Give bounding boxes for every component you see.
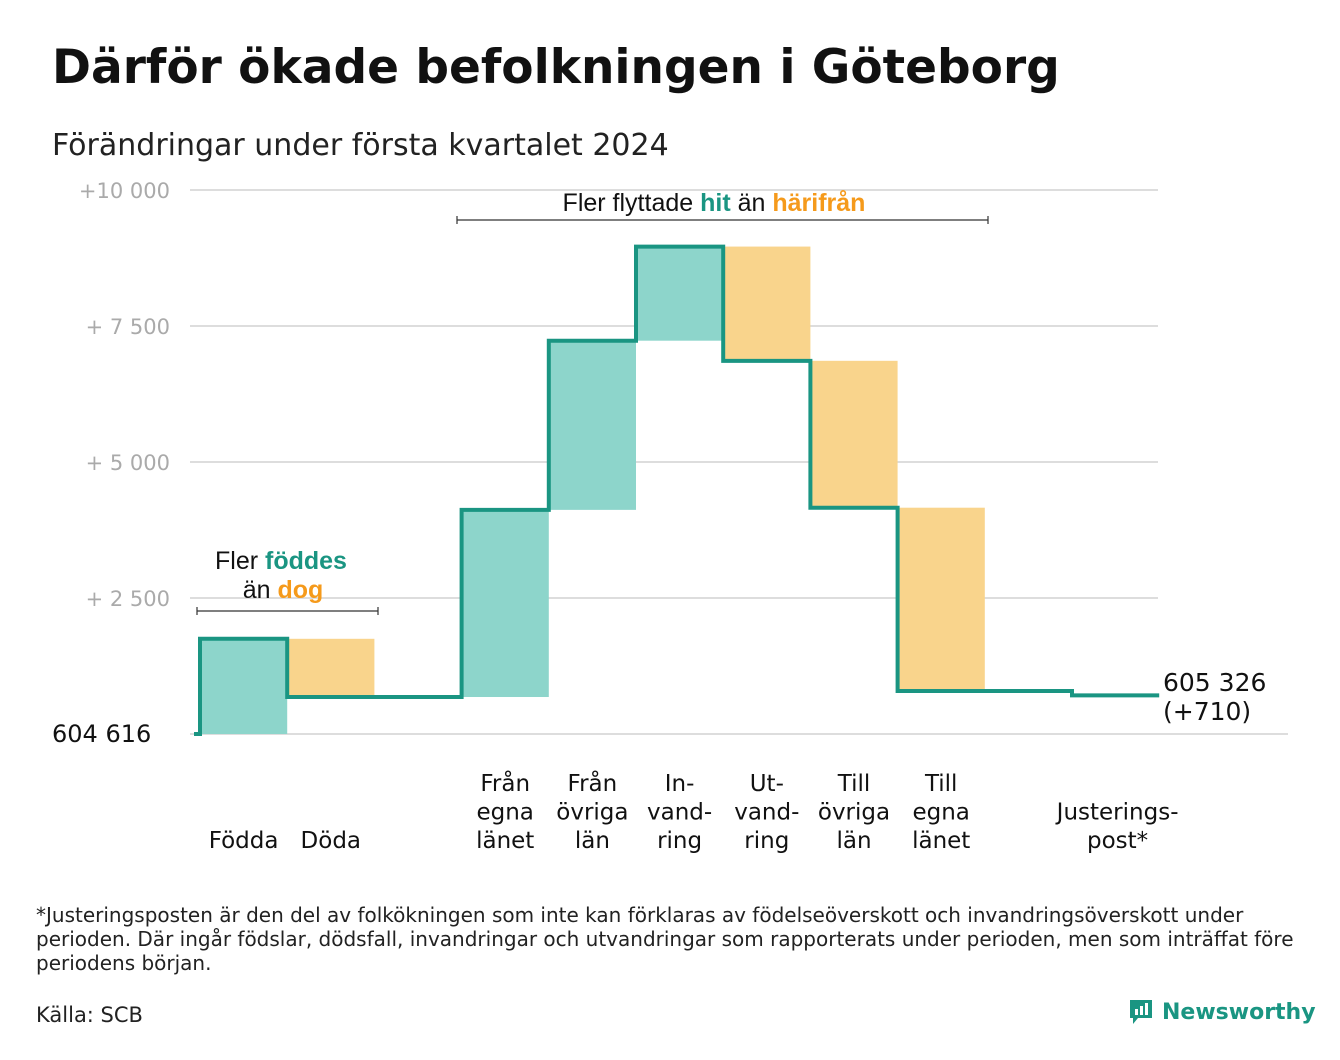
end-value-label: 605 326 — [1163, 668, 1266, 697]
migration-annotation-harifran: härifrån — [772, 189, 865, 217]
brand-name: Newsworthy — [1162, 999, 1316, 1025]
category-label: Justerings-post* — [1055, 800, 1179, 855]
newsworthy-logo: Newsworthy — [1128, 998, 1316, 1026]
migration-bracket — [456, 216, 989, 224]
source-label: Källa: SCB — [36, 1003, 143, 1027]
y-tick-label: + 2 500 — [86, 587, 170, 611]
category-label-line: övriga — [818, 800, 890, 826]
births-annotation-prefix: Fler — [215, 547, 265, 575]
bar-invandring — [636, 246, 724, 341]
grid-layer: + 2 500 + 5 000 + 7 500 +10 000 — [79, 179, 1288, 735]
bar-tillövrigalän — [810, 360, 898, 508]
category-label: In-vand-ring — [647, 771, 712, 854]
chart-title: Därför ökade befolkningen i Göteborg — [52, 40, 1060, 95]
category-label: Födda — [209, 828, 279, 854]
y-tick-label: + 7 500 — [86, 315, 170, 339]
deaths-annotation-highlight: dog — [277, 576, 323, 604]
category-label-line: post* — [1087, 828, 1148, 854]
category-label-line: In- — [665, 771, 695, 797]
newsworthy-logo-icon — [1130, 1000, 1152, 1024]
category-label: Från övriga län — [556, 769, 628, 854]
migration-annotation-prefix: Fler flyttade — [563, 189, 701, 217]
deaths-annotation-prefix: än — [243, 576, 278, 604]
category-label: Till övriga län — [818, 771, 890, 854]
migration-annotation-middle: än — [731, 189, 773, 217]
category-label-line: övriga — [556, 800, 628, 826]
end-change-label: (+710) — [1163, 697, 1251, 726]
footnote: *Justeringsposten är den del av folkökni… — [36, 903, 1294, 975]
category-label-line: länet — [476, 828, 534, 854]
category-label-line: vand- — [647, 800, 712, 826]
bar-frånövrigalän — [548, 340, 636, 510]
category-label: Ut-vand-ring — [734, 771, 799, 854]
bar-layer — [200, 246, 985, 734]
category-label-line: egna — [476, 800, 533, 826]
step-line — [194, 244, 1160, 736]
category-label: Från egna länet — [476, 769, 534, 854]
category-label-line: län — [836, 828, 871, 854]
category-label: Döda — [301, 828, 361, 854]
births-annotation-line1: Fler föddes — [215, 547, 347, 575]
migration-annotation-hit: hit — [700, 189, 731, 217]
category-label-line: Till — [837, 771, 871, 797]
waterfall-chart: + 2 500 + 5 000 + 7 500 +10 000 Födda Döda Fr… — [52, 179, 1288, 854]
category-label-line: länet — [912, 828, 970, 854]
y-tick-label: + 5 000 — [86, 451, 170, 475]
migration-annotation: Fler flyttade hit än härifrån — [563, 189, 866, 217]
category-label-line: Döda — [301, 828, 361, 854]
category-label-line: ring — [657, 828, 702, 854]
category-label-line: Till — [924, 771, 958, 797]
births-bracket — [196, 607, 379, 615]
category-label: Till egna länet — [912, 771, 970, 854]
category-label-line: Från — [568, 769, 618, 797]
category-label-line: län — [575, 828, 610, 854]
chart-subtitle: Förändringar under första kvartalet 2024 — [52, 128, 669, 163]
births-annotation-highlight: föddes — [265, 547, 347, 575]
bar-utvandring — [723, 246, 811, 361]
category-label-line: Ut- — [750, 771, 784, 797]
step-line-layer — [194, 244, 1160, 736]
category-label-line: Födda — [209, 828, 279, 854]
category-label-line: egna — [912, 800, 969, 826]
category-label-line: ring — [744, 828, 789, 854]
bar-födda — [200, 638, 288, 734]
start-value-label: 604 616 — [52, 720, 151, 748]
y-tick-label: +10 000 — [79, 179, 170, 203]
bar-tillegnalänet — [897, 507, 985, 692]
births-annotation-line2: än dog — [243, 576, 324, 604]
bar-döda — [287, 638, 375, 698]
category-label-line: Justerings- — [1055, 800, 1179, 826]
bar-frånegnalänet — [461, 509, 549, 698]
category-label-line: vand- — [734, 800, 799, 826]
category-label-line: Från — [480, 769, 530, 797]
